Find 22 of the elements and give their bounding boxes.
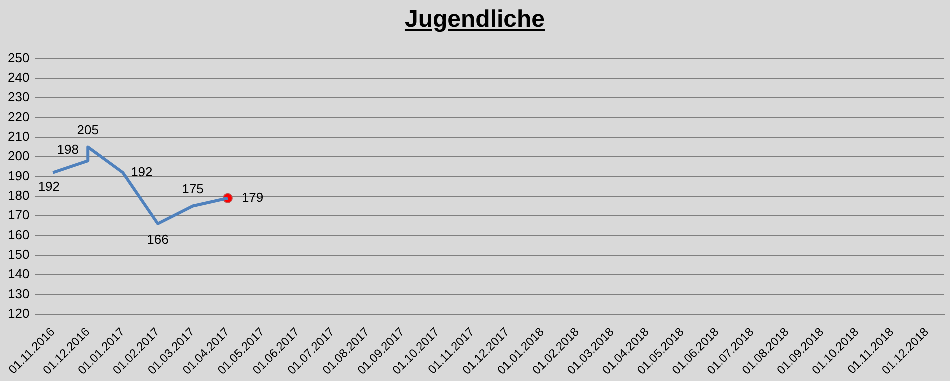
y-tick-label: 190	[8, 168, 30, 184]
y-tick-label: 170	[8, 208, 30, 223]
data-label: 192	[38, 178, 60, 194]
data-label: 205	[77, 122, 99, 138]
y-tick-label: 180	[8, 188, 30, 203]
data-label: 166	[147, 232, 169, 248]
y-tick-label: 160	[8, 227, 30, 242]
y-tick-label: 120	[8, 306, 30, 321]
y-tick-label: 200	[8, 148, 30, 164]
y-tick-label: 210	[8, 129, 30, 144]
y-tick-label: 220	[8, 109, 30, 124]
y-tick-label: 250	[8, 50, 30, 66]
data-label: 198	[57, 142, 79, 158]
y-tick-label: 150	[8, 246, 30, 262]
data-label: 175	[182, 181, 204, 196]
y-tick-label: 140	[8, 266, 30, 282]
y-tick-label: 230	[8, 90, 30, 105]
y-tick-label: 130	[8, 286, 30, 302]
data-label: 192	[131, 164, 153, 180]
y-tick-label: 240	[8, 70, 30, 86]
data-label: 179	[242, 190, 264, 205]
chart-title: Jugendliche	[404, 6, 546, 34]
